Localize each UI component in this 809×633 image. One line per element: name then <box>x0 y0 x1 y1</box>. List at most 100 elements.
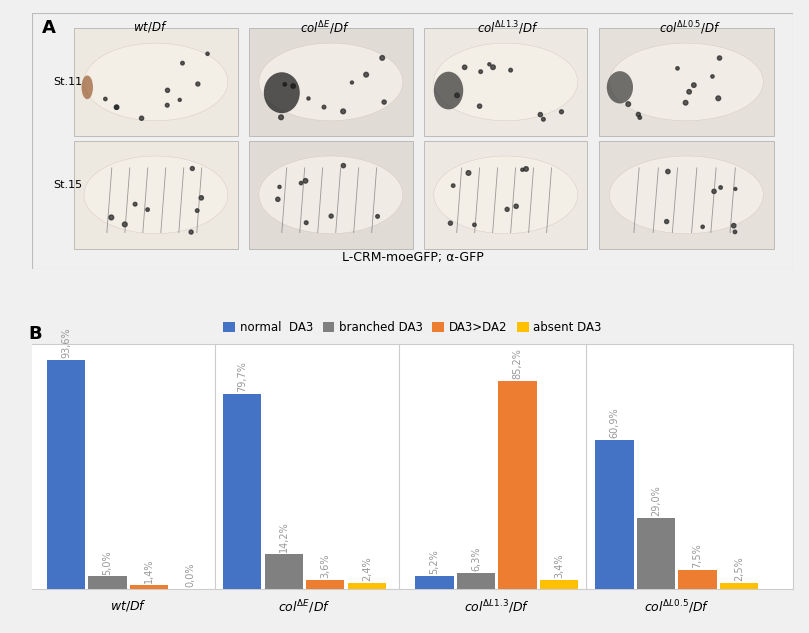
Text: L-CRM-moeGFP; α-GFP: L-CRM-moeGFP; α-GFP <box>341 251 484 264</box>
Ellipse shape <box>82 75 93 99</box>
Point <box>360 70 373 80</box>
Point <box>660 216 673 227</box>
Point <box>662 166 675 177</box>
Ellipse shape <box>84 156 228 234</box>
Point <box>679 97 692 108</box>
Ellipse shape <box>259 43 403 121</box>
Point <box>173 95 186 105</box>
Point <box>129 199 142 210</box>
Point <box>622 99 635 109</box>
Point <box>468 220 481 230</box>
Point <box>714 182 727 192</box>
Bar <box>599 141 773 249</box>
Point <box>729 184 742 194</box>
Point <box>201 49 214 59</box>
Point <box>302 94 315 104</box>
Point <box>683 87 696 97</box>
Point <box>713 53 726 63</box>
Point <box>286 81 299 91</box>
Text: 93,6%: 93,6% <box>61 327 71 358</box>
Point <box>444 218 457 229</box>
Ellipse shape <box>434 43 578 121</box>
Point <box>99 94 112 104</box>
Text: 2,5%: 2,5% <box>734 556 744 580</box>
Bar <box>265 554 303 589</box>
Text: 7,5%: 7,5% <box>693 544 702 568</box>
Point <box>161 100 174 110</box>
Ellipse shape <box>84 43 228 121</box>
Text: 5,2%: 5,2% <box>430 549 439 574</box>
Point <box>273 182 286 192</box>
Bar <box>415 576 454 589</box>
Text: 29,0%: 29,0% <box>651 485 661 516</box>
Point <box>534 110 547 120</box>
Point <box>274 112 287 122</box>
Point <box>708 186 721 196</box>
Point <box>141 204 154 215</box>
Point <box>632 110 645 120</box>
Point <box>462 168 475 178</box>
Bar <box>306 580 345 589</box>
Point <box>186 163 199 173</box>
Point <box>706 72 719 82</box>
Point <box>337 161 349 171</box>
Text: 1,4%: 1,4% <box>144 559 155 584</box>
Text: 14,2%: 14,2% <box>279 522 289 552</box>
Text: $col^{\Delta E}/Df$: $col^{\Delta E}/Df$ <box>300 19 350 37</box>
Point <box>110 102 123 112</box>
Bar <box>47 360 86 589</box>
Ellipse shape <box>259 156 403 234</box>
Bar <box>540 580 578 589</box>
Point <box>519 164 532 174</box>
Bar <box>223 394 261 589</box>
Point <box>697 222 709 232</box>
Point <box>486 62 499 72</box>
Point <box>195 193 208 203</box>
Point <box>633 113 646 123</box>
Point <box>537 114 550 124</box>
Bar <box>457 573 495 589</box>
Bar <box>249 28 413 136</box>
Ellipse shape <box>264 72 300 113</box>
Ellipse shape <box>609 43 764 121</box>
Bar <box>595 440 633 589</box>
Text: $col^{\Delta L1.3}/Df$: $col^{\Delta L1.3}/Df$ <box>477 19 539 37</box>
Bar <box>88 577 127 589</box>
Point <box>728 227 741 237</box>
Point <box>110 103 123 113</box>
Point <box>688 80 701 90</box>
Point <box>451 91 464 101</box>
Point <box>161 85 174 96</box>
Point <box>712 93 725 103</box>
Point <box>294 178 307 188</box>
Bar <box>637 518 676 589</box>
Point <box>176 58 189 68</box>
Point <box>324 211 337 221</box>
Text: 85,2%: 85,2% <box>512 348 523 379</box>
Text: 3,6%: 3,6% <box>320 553 330 578</box>
Text: 0,0%: 0,0% <box>185 562 196 587</box>
Point <box>378 97 391 107</box>
Text: 6,3%: 6,3% <box>471 547 481 572</box>
Point <box>105 213 118 223</box>
Point <box>473 101 486 111</box>
Bar <box>498 380 536 589</box>
Ellipse shape <box>434 72 464 110</box>
Point <box>191 206 204 216</box>
Bar <box>678 570 717 589</box>
Legend: normal  DA3, branched DA3, DA3>DA2, absent DA3: normal DA3, branched DA3, DA3>DA2, absen… <box>218 316 607 339</box>
Ellipse shape <box>607 71 633 103</box>
Point <box>135 113 148 123</box>
Point <box>671 63 684 73</box>
Point <box>555 107 568 117</box>
Text: A: A <box>41 19 55 37</box>
Point <box>337 106 349 116</box>
Point <box>271 194 284 204</box>
Point <box>483 60 496 70</box>
Point <box>317 102 330 112</box>
Point <box>458 62 471 72</box>
Point <box>510 201 523 211</box>
Bar <box>249 141 413 249</box>
Bar <box>74 28 238 136</box>
Point <box>474 66 487 77</box>
